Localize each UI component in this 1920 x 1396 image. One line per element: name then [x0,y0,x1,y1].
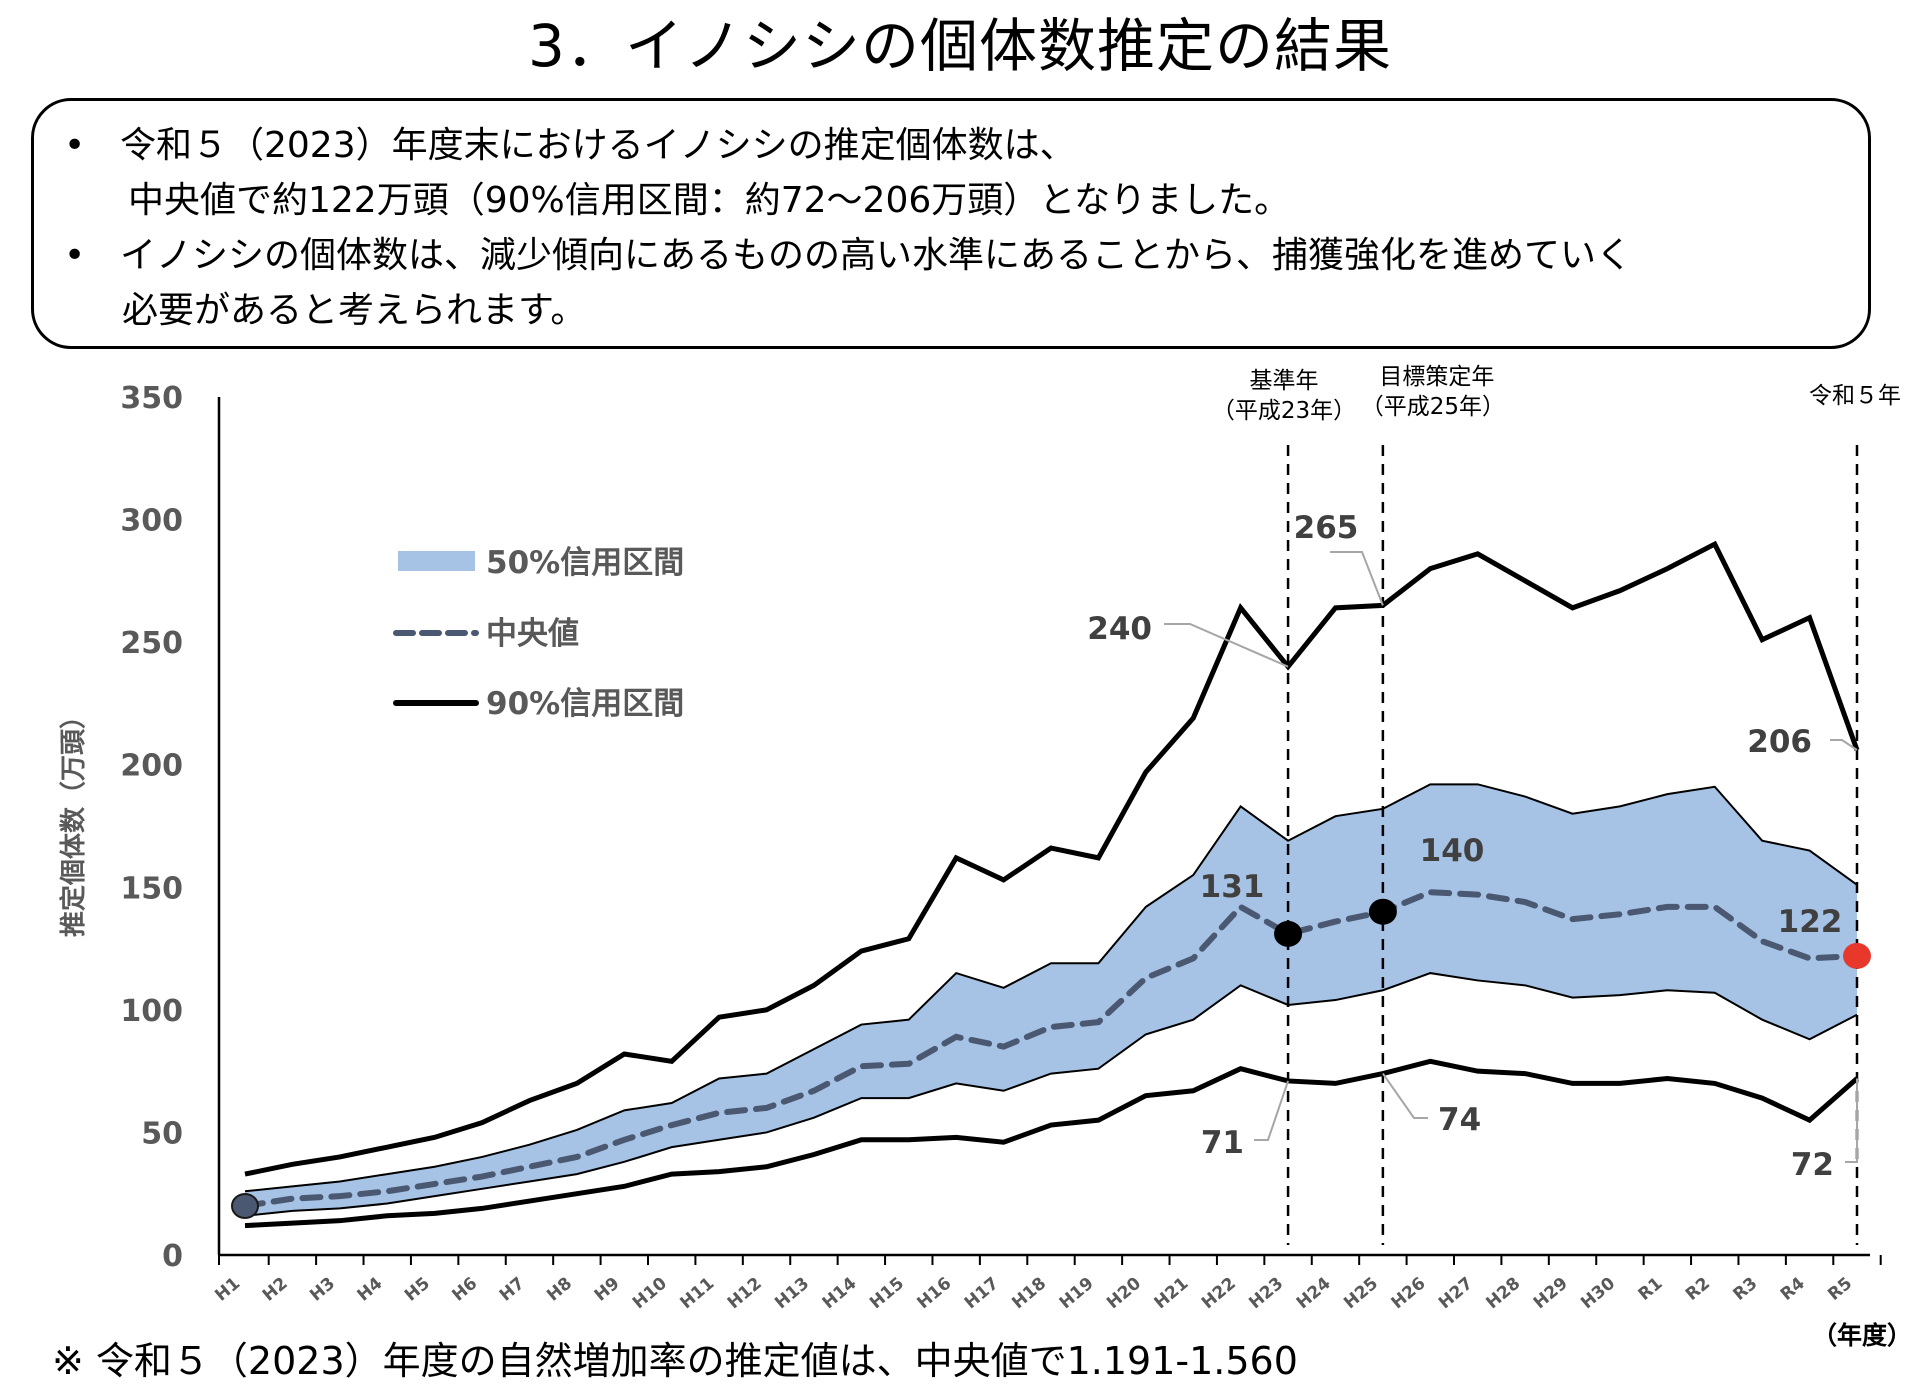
y-tick-label: 50 [141,1116,183,1151]
x-tick-label: H24 [1293,1273,1335,1313]
x-tick-label: H26 [1388,1274,1430,1314]
annotation-value: 140 [1420,833,1485,869]
annotation-value: 71 [1201,1125,1244,1161]
reference-label: 目標策定年 [1379,364,1494,390]
page-title: 3．イノシシの個体数推定の結果 [528,12,1392,80]
legend: 50%信用区間 中央値 90%信用区間 [393,545,684,722]
x-tick-label: R2 [1682,1274,1714,1305]
x-tick-label: H6 [448,1274,481,1306]
x-tick-label: H2 [259,1274,292,1306]
highlight-point [1843,942,1871,969]
y-tick-label: 150 [120,871,183,906]
x-tick-label: H13 [771,1274,813,1314]
x-tick-label: H8 [543,1274,576,1306]
summary-line-3: イノシシの個体数は、減少傾向にあるものの高い水準にあることから、捕獲強化を進めて… [120,235,1633,276]
legend-label-90: 90%信用区間 [486,686,684,722]
x-tick-label: H19 [1056,1274,1098,1314]
x-tick-label: H5 [401,1274,434,1306]
annotation-value: 131 [1200,869,1265,905]
y-tick-label: 0 [162,1239,183,1274]
summary-line-1: 令和５（2023）年度末におけるイノシシの推定個体数は、 [120,125,1076,166]
legend-label-median: 中央値 [486,616,579,652]
annotation-value: 72 [1791,1147,1834,1183]
reference-label: 基準年 [1250,368,1319,394]
annotation-leader-line [1382,1073,1428,1119]
legend-swatch-band [398,551,475,571]
legend-label-band: 50%信用区間 [486,545,684,581]
highlight-point [1368,898,1397,925]
annotation-value: 206 [1747,724,1812,760]
summary-box [31,98,1871,349]
reference-sublabel: （平成23年） [1212,398,1356,424]
x-tick-label: H27 [1435,1274,1477,1314]
x-tick-label: H11 [676,1274,718,1314]
x-tick-label: H14 [819,1273,861,1313]
highlight-point [231,1192,259,1219]
ci90-upper-line [244,540,1860,1177]
annotation-value: 74 [1438,1102,1481,1138]
annotation-value: 265 [1294,510,1359,546]
x-tick-label: H15 [866,1274,908,1314]
annotation-leader-line [1830,739,1858,751]
x-tick-label: H3 [306,1274,339,1306]
annotation-leader-line [1330,551,1384,606]
annotation-value: 122 [1778,904,1843,940]
x-tick-label: H29 [1530,1274,1572,1314]
summary-line-2: 中央値で約122万頭（90%信用区間：約72～206万頭）となりました。 [128,180,1291,221]
reference-sublabel: （平成25年） [1361,394,1505,420]
x-tick-label: H9 [591,1274,624,1306]
annotation-leader-line [1164,623,1289,668]
x-tick-label: R4 [1777,1273,1809,1304]
x-axis-unit-label: （年度） [1812,1321,1912,1350]
x-tick-label: R5 [1824,1274,1856,1305]
annotation-leader-line [1845,1078,1858,1163]
x-tick-label: H16 [914,1274,956,1314]
x-tick-label: H18 [1008,1274,1050,1314]
y-axis-title: 推定個体数（万頭） [58,703,89,937]
band-50-lower-edge [244,972,1858,1217]
y-tick-label: 250 [120,626,183,661]
y-tick-label: 100 [120,994,183,1029]
x-tick-label: H7 [496,1274,529,1306]
x-tick-label: H12 [724,1274,766,1314]
summary-line-4: 必要があると考えられます。 [122,290,587,331]
band-50-upper-edge [244,783,1858,1193]
x-tick-label: H30 [1577,1273,1619,1313]
y-tick-label: 200 [120,749,183,784]
x-tick-label: H17 [961,1274,1003,1314]
band-50-area [245,784,1857,1216]
bullet-icon: • [64,235,86,276]
y-tick-label: 300 [120,504,183,539]
reference-label: 令和５年 [1809,383,1901,409]
x-tick-label: R3 [1729,1274,1761,1305]
y-tick-label: 350 [120,381,183,416]
x-tick-label: H1 [211,1274,244,1306]
x-tick-label: H10 [629,1273,671,1313]
x-tick-label: H23 [1245,1274,1287,1314]
x-tick-label: R1 [1635,1274,1667,1305]
x-tick-label: H20 [1103,1273,1145,1313]
footnote: ※ 令和５（2023）年度の自然増加率の推定値は、中央値で1.191-1.560 [52,1339,1298,1383]
x-tick-label: H21 [1151,1274,1193,1314]
x-tick-label: H25 [1340,1274,1382,1314]
median-line [242,889,1860,1209]
x-tick-label: H4 [354,1273,387,1305]
x-tick-label: H22 [1198,1274,1240,1314]
highlight-point [1274,920,1303,947]
annotation-value: 240 [1087,611,1152,647]
x-tick-label: H28 [1482,1274,1524,1314]
annotation-leader-line [1254,1080,1290,1141]
ci90-lower-line [244,1058,1859,1229]
bullet-icon: • [64,125,86,166]
